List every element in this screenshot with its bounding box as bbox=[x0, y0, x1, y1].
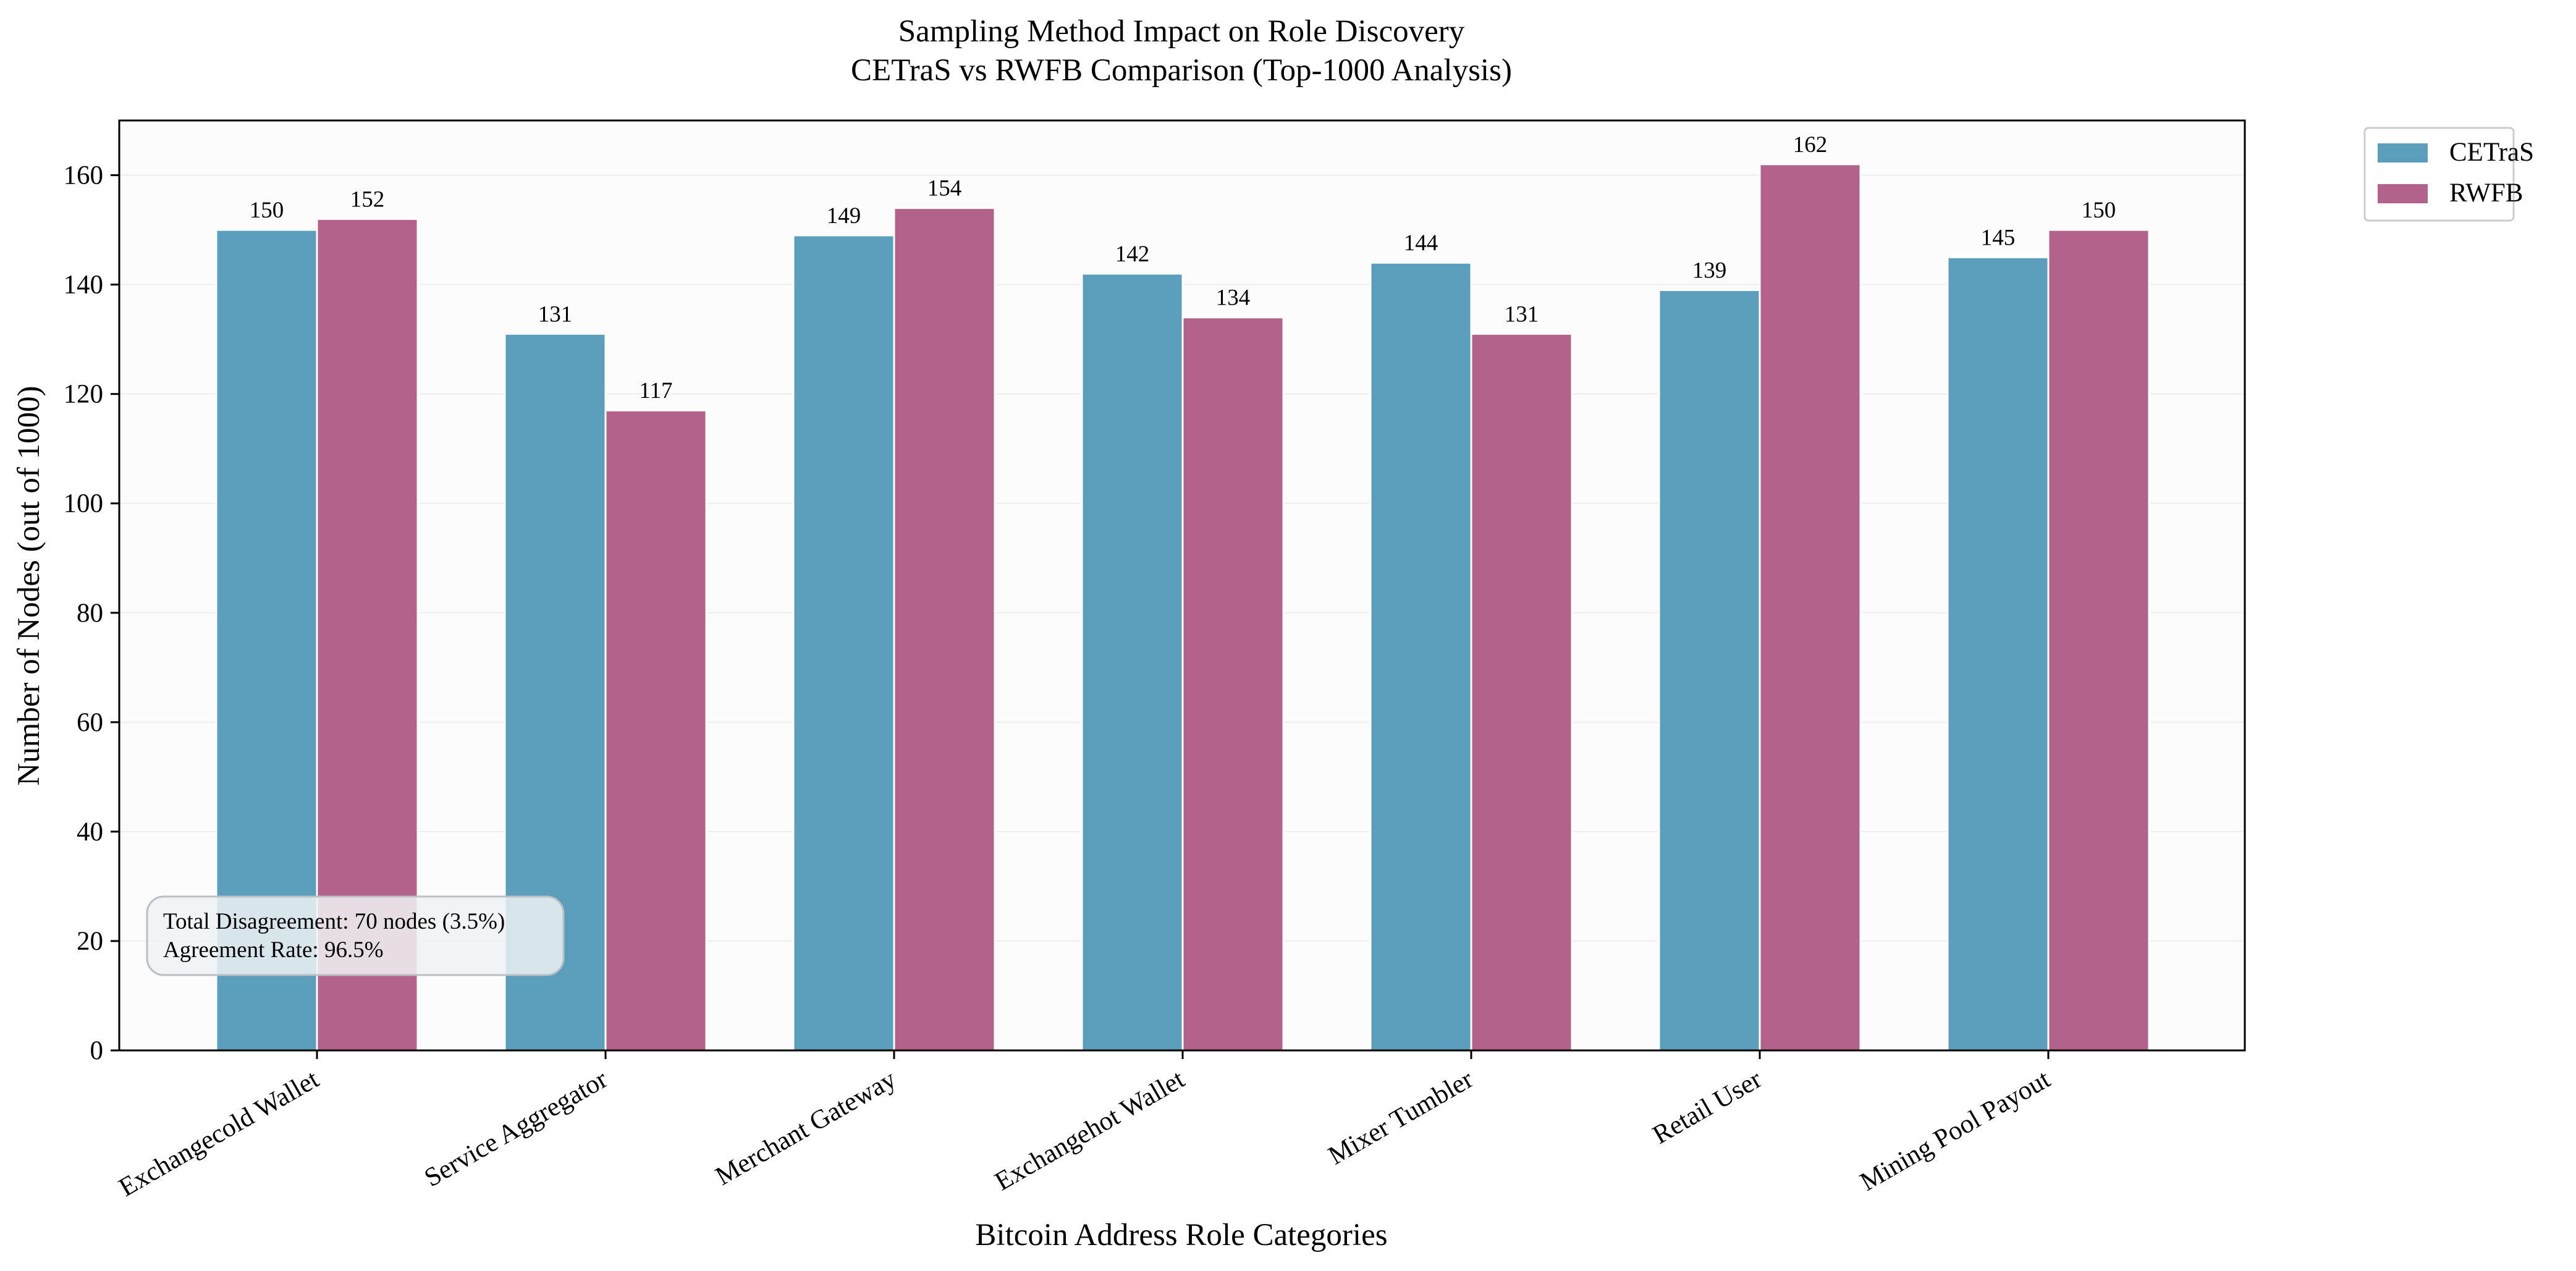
x-axis-ticks: Exchangecold Wallet Service Aggregator Mer… bbox=[114, 1050, 2055, 1202]
y-axis-label: Number of Nodes (out of 1000) bbox=[12, 386, 46, 785]
y-tick-label: 40 bbox=[77, 817, 103, 847]
bar-value-label: 150 bbox=[250, 198, 284, 223]
y-axis-ticks: 0 20 40 60 80 100 120 140 160 bbox=[64, 161, 119, 1065]
legend-label-rwfb: RWFB bbox=[2449, 179, 2523, 208]
y-tick-label: 20 bbox=[77, 927, 103, 956]
y-tick-label: 100 bbox=[64, 489, 104, 518]
bar-cetras bbox=[792, 234, 895, 1052]
bar-value-label: 139 bbox=[1692, 258, 1727, 283]
y-tick-label: 160 bbox=[64, 161, 104, 190]
legend: CETraS RWFB bbox=[2363, 127, 2534, 222]
bar-value-label: 149 bbox=[827, 203, 861, 229]
stats-box bbox=[146, 895, 565, 976]
bar-value-label: 131 bbox=[1505, 302, 1539, 327]
chart-subtitle: CETraS vs RWFB Comparison (Top-1000 Anal… bbox=[851, 53, 1512, 88]
bar-rwfb bbox=[604, 409, 707, 1052]
y-tick-label: 60 bbox=[77, 708, 103, 737]
bar-value-label: 131 bbox=[538, 302, 573, 327]
bar-rwfb bbox=[893, 207, 996, 1052]
legend-swatch-rwfb bbox=[2378, 184, 2428, 203]
bar-value-label: 150 bbox=[2082, 198, 2116, 223]
bar-value-label: 145 bbox=[1981, 225, 2016, 250]
bar-cetras bbox=[1946, 256, 2050, 1052]
bar-value-label: 134 bbox=[1216, 285, 1251, 311]
bar-value-label: 154 bbox=[927, 176, 962, 201]
bar-value-label: 142 bbox=[1115, 242, 1150, 267]
bar-rwfb bbox=[1181, 316, 1285, 1052]
bar-cetras bbox=[1658, 289, 1761, 1052]
x-tick-label: Mixer Tumbler bbox=[1324, 1065, 1478, 1171]
stats-annotation: Total Disagreement: 70 nodes (3.5%) Agre… bbox=[146, 895, 565, 976]
bar-rwfb bbox=[1470, 332, 1573, 1052]
bar-rwfb bbox=[2047, 229, 2150, 1052]
bar-cetras bbox=[1081, 272, 1184, 1052]
y-tick-label: 80 bbox=[77, 599, 103, 628]
x-axis-label: Bitcoin Address Role Categories bbox=[975, 1218, 1387, 1252]
bar-value-label: 144 bbox=[1404, 230, 1438, 256]
y-tick-label: 0 bbox=[90, 1036, 104, 1065]
x-tick-label: Mining Pool Payout bbox=[1855, 1065, 2055, 1197]
bar-rwfb bbox=[1759, 163, 1862, 1052]
x-tick-label: Exchangehot Wallet bbox=[990, 1065, 1189, 1197]
bar-value-label: 162 bbox=[1793, 132, 1828, 158]
x-tick-label: Retail User bbox=[1648, 1065, 1767, 1150]
stats-line-disagreement: Total Disagreement: 70 nodes (3.5%) bbox=[163, 909, 505, 934]
stats-line-agreement: Agreement Rate: 96.5% bbox=[163, 937, 384, 963]
x-tick-label: Service Aggregator bbox=[420, 1065, 612, 1193]
y-tick-label: 140 bbox=[64, 271, 104, 300]
chart-title: Sampling Method Impact on Role Discovery bbox=[898, 14, 1465, 49]
legend-swatch-cetras bbox=[2378, 143, 2428, 163]
x-tick-label: Exchangecold Wallet bbox=[114, 1065, 324, 1202]
bar-value-label: 152 bbox=[350, 187, 385, 212]
bar-value-label: 117 bbox=[639, 378, 672, 403]
x-tick-label: Merchant Gateway bbox=[711, 1065, 901, 1191]
y-tick-label: 120 bbox=[64, 380, 104, 409]
bar-cetras bbox=[1369, 261, 1472, 1052]
legend-label-cetras: CETraS bbox=[2449, 138, 2534, 167]
